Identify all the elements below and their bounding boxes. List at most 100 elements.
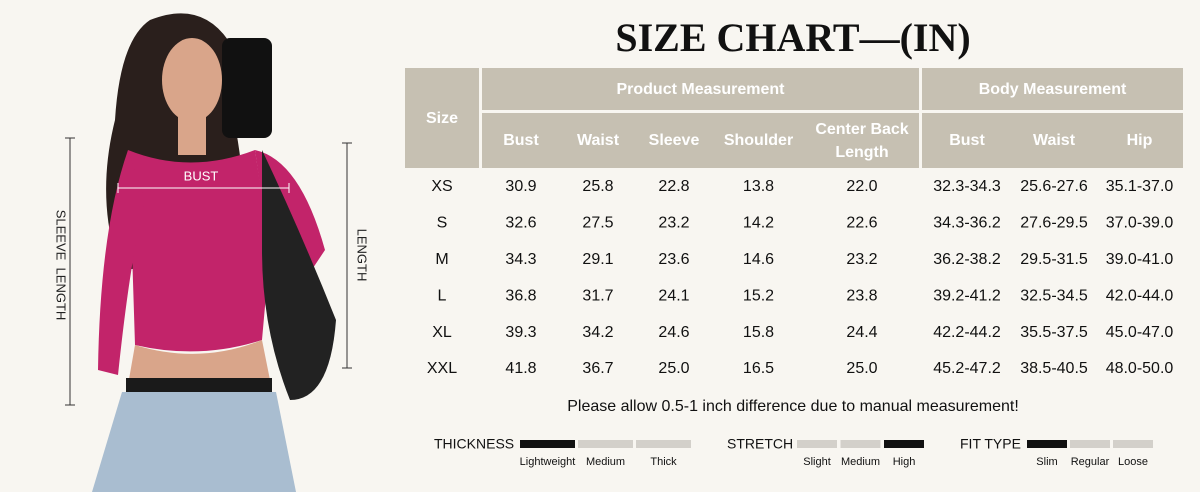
scale-bar — [636, 440, 691, 448]
left-sleeve — [98, 150, 145, 375]
scale-option: Regular — [1071, 456, 1110, 468]
length-label: LENGTH — [355, 229, 370, 282]
group-header-text: Product Measurement — [616, 81, 785, 98]
measurement-value: 22.0 — [846, 178, 877, 195]
measurement-value: 16.5 — [743, 360, 774, 377]
measurement-value: 15.2 — [743, 287, 774, 304]
measurement-value: 13.8 — [743, 178, 774, 195]
measurement-value: 27.5 — [582, 215, 613, 232]
column-header-text: Bust — [503, 132, 539, 149]
scale-bar-selected — [1027, 440, 1067, 448]
column-header-cell — [482, 113, 919, 168]
scale-option: Medium — [841, 456, 880, 468]
scale-option: Medium — [586, 456, 625, 468]
column-header-text: Bust — [949, 132, 985, 149]
scale-option: Lightweight — [520, 456, 576, 468]
measurement-value: 42.0-44.0 — [1106, 287, 1174, 304]
column-header-text: Center Back Length — [815, 121, 908, 161]
measurement-value: 38.5-40.5 — [1020, 360, 1088, 377]
measurement-value: 25.0 — [658, 360, 689, 377]
measurement-value: 36.2-38.2 — [933, 251, 1001, 268]
measurement-value: 24.4 — [846, 324, 877, 341]
measurement-value: 23.6 — [658, 251, 689, 268]
measurement-value: 39.3 — [505, 324, 536, 341]
measurement-value: 29.5-31.5 — [1020, 251, 1088, 268]
measurement-value: 45.2-47.2 — [933, 360, 1001, 377]
measurement-value: 24.1 — [658, 287, 689, 304]
top — [128, 150, 270, 352]
size-label: XL — [432, 324, 452, 341]
scale-label: STRETCH — [727, 436, 793, 452]
measurement-value: 36.7 — [582, 360, 613, 377]
face — [162, 38, 222, 122]
belt — [126, 378, 272, 394]
measurement-value: 32.6 — [505, 215, 536, 232]
column-header-text: Sleeve — [649, 132, 700, 149]
measurement-value: 45.0-47.0 — [1106, 324, 1174, 341]
measurement-value: 24.6 — [658, 324, 689, 341]
scale-option: High — [893, 456, 916, 468]
measurement-value: 25.8 — [582, 178, 613, 195]
note: Please allow 0.5-1 inch difference due t… — [567, 398, 1019, 415]
group-header-text: Body Measurement — [979, 81, 1127, 98]
measurement-value: 31.7 — [582, 287, 613, 304]
measurement-value: 14.6 — [743, 251, 774, 268]
jeans — [92, 392, 296, 492]
scale-bar — [797, 440, 837, 448]
size-label: XXL — [427, 360, 457, 377]
scale-option: Thick — [650, 456, 677, 468]
measurement-value: 35.1-37.0 — [1106, 178, 1174, 195]
scale-bar — [1113, 440, 1153, 448]
size-label: M — [435, 251, 448, 268]
measurement-value: 34.3 — [505, 251, 536, 268]
size-label: S — [437, 215, 448, 232]
column-header-text: Waist — [1033, 132, 1076, 149]
size-label: XS — [431, 178, 452, 195]
measurement-value: 25.6-27.6 — [1020, 178, 1088, 195]
measurement-value: 27.6-29.5 — [1020, 215, 1088, 232]
scale-bar-selected — [884, 440, 924, 448]
title: SIZE CHART—(IN) — [615, 15, 970, 60]
scale-label: FIT TYPE — [960, 436, 1021, 452]
measurement-value: 25.0 — [846, 360, 877, 377]
scale-bar — [578, 440, 633, 448]
measurement-value: 37.0-39.0 — [1106, 215, 1174, 232]
scale-option: Slight — [803, 456, 831, 468]
scale-label: THICKNESS — [434, 436, 514, 452]
measurement-value: 23.2 — [846, 251, 877, 268]
phone — [222, 38, 272, 138]
scale-option: Slim — [1036, 456, 1057, 468]
measurement-value: 29.1 — [582, 251, 613, 268]
header-text: Size — [426, 110, 458, 127]
sleeve-label: SLEEVE LENGTH — [54, 210, 69, 321]
model-photo: BUST SLEEVE LENGTH LENGTH — [54, 13, 370, 492]
measurement-value: 22.6 — [846, 215, 877, 232]
measurement-value: 34.2 — [582, 324, 613, 341]
column-header-text: Shoulder — [724, 132, 793, 149]
measurement-value: 30.9 — [505, 178, 536, 195]
measurement-value: 22.8 — [658, 178, 689, 195]
measurement-value: 35.5-37.5 — [1020, 324, 1088, 341]
measurement-value: 23.8 — [846, 287, 877, 304]
column-header-text: Hip — [1127, 132, 1153, 149]
measurement-value: 34.3-36.2 — [933, 215, 1001, 232]
measurement-value: 32.3-34.3 — [933, 178, 1001, 195]
header-cell — [405, 68, 479, 168]
group-header-cell — [482, 68, 919, 110]
column-header-cell — [922, 113, 1183, 168]
measurement-value: 32.5-34.5 — [1020, 287, 1088, 304]
measurement-value: 39.2-41.2 — [933, 287, 1001, 304]
column-header-text: Waist — [577, 132, 620, 149]
measurement-value: 23.2 — [658, 215, 689, 232]
scale-bar — [840, 440, 881, 448]
measurement-value: 48.0-50.0 — [1106, 360, 1174, 377]
measurement-value: 14.2 — [743, 215, 774, 232]
bag — [262, 150, 336, 400]
measurement-value: 42.2-44.2 — [933, 324, 1001, 341]
measurement-value: 39.0-41.0 — [1106, 251, 1174, 268]
size-label: L — [438, 287, 447, 304]
measurement-value: 41.8 — [505, 360, 536, 377]
scale-bar-selected — [520, 440, 575, 448]
scale-option: Loose — [1118, 456, 1148, 468]
